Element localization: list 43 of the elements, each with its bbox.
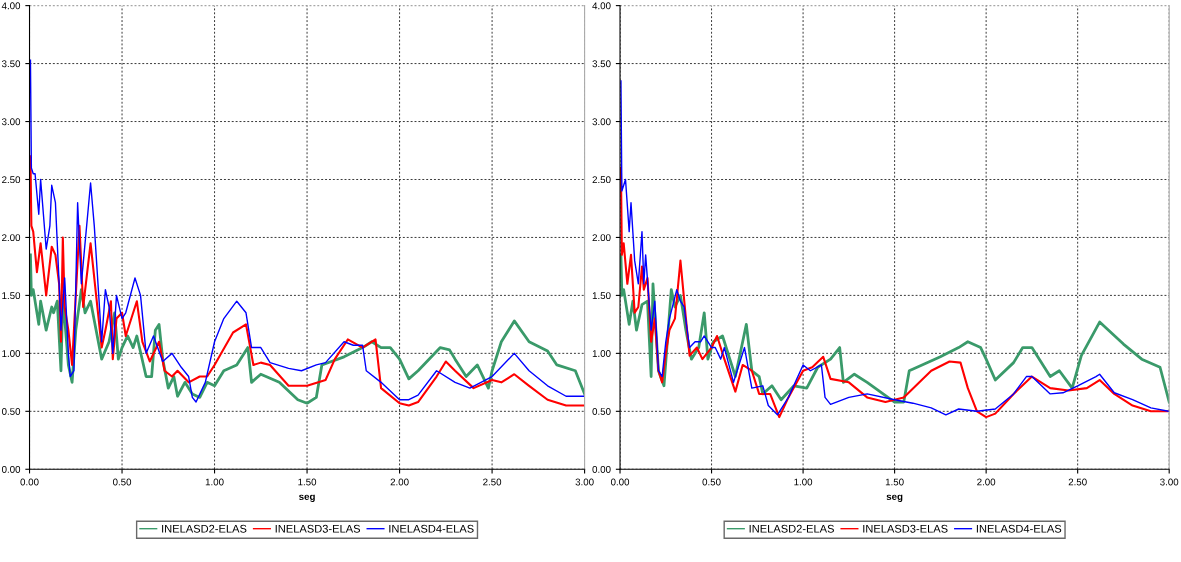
- x-tick-label: 2.50: [483, 478, 502, 486]
- x-tick-label: 1.00: [205, 478, 224, 486]
- y-tick-label: 3.00: [592, 118, 611, 126]
- x-tick-label: 0.50: [702, 478, 721, 486]
- legend-label: INELASD4-ELAS: [389, 524, 474, 533]
- x-tick-label: 3.00: [1160, 478, 1179, 486]
- y-tick-label: 3.50: [1, 60, 21, 68]
- line-series: [620, 80, 1170, 416]
- y-tick-label: 0.50: [1, 408, 21, 415]
- x-tick-label: 2.00: [390, 478, 409, 486]
- x-tick-label: 1.50: [298, 478, 317, 486]
- y-tick-label: 0.00: [1, 466, 21, 473]
- y-tick-label: 1.00: [2, 350, 21, 357]
- legend-label: INELASD3-ELAS: [275, 524, 361, 533]
- y-tick-label: 0.00: [592, 466, 611, 473]
- y-tick-label: 0.50: [592, 408, 611, 415]
- legend-label: INELASD3-ELAS: [863, 524, 948, 533]
- y-tick-label: 2.00: [592, 234, 611, 242]
- x-tick-label: 1.00: [794, 478, 813, 486]
- y-tick-label: 3.50: [592, 60, 611, 68]
- y-tick-label: 1.50: [2, 292, 21, 300]
- x-tick-label: 0.00: [610, 478, 630, 486]
- legend-label: INELASD2-ELAS: [162, 524, 247, 533]
- y-tick-label: 3.00: [1, 118, 21, 126]
- x-tick-label: 0.50: [112, 478, 132, 486]
- x-tick-label: 2.50: [1068, 478, 1087, 486]
- line-series: [29, 59, 585, 403]
- x-tick-label: 2.00: [977, 478, 996, 486]
- y-tick-label: 2.50: [2, 176, 21, 184]
- x-tick-label: 0.00: [20, 478, 39, 486]
- legend-label: INELASD2-ELAS: [749, 524, 834, 533]
- y-tick-label: 1.00: [592, 350, 611, 357]
- y-tick-label: 2.50: [592, 176, 611, 184]
- y-tick-label: 2.00: [2, 234, 21, 242]
- x-axis-title: seg: [886, 494, 903, 502]
- y-tick-label: 1.50: [592, 292, 611, 300]
- x-axis-title: seg: [299, 494, 315, 502]
- line-series: [29, 155, 585, 407]
- x-tick-label: 1.50: [885, 478, 904, 486]
- y-tick-label: 4.00: [1, 2, 21, 10]
- y-tick-label: 4.00: [592, 2, 611, 10]
- legend-label: INELASD4-ELAS: [976, 524, 1062, 533]
- x-tick-label: 3.00: [575, 478, 594, 486]
